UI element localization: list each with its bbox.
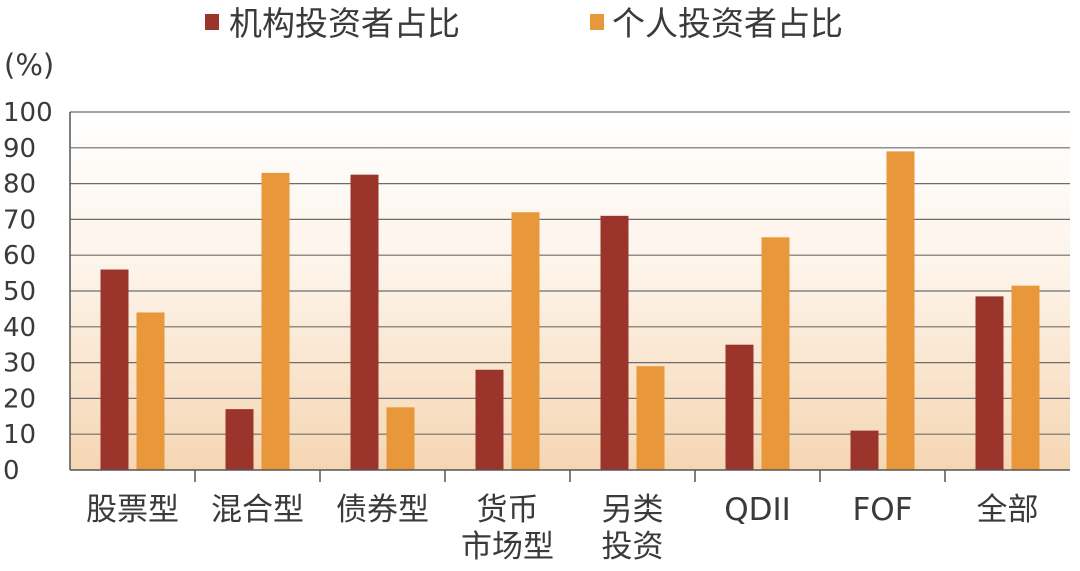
- legend-label-institutional: 机构投资者占比: [229, 4, 460, 43]
- bar-institutional: [725, 344, 754, 470]
- y-tick-label: 20: [3, 384, 36, 414]
- bar-institutional: [100, 269, 129, 470]
- x-tick-label: 债券型: [336, 492, 429, 528]
- legend-item-individual: 个人投资者占比: [590, 4, 843, 43]
- bar-individual: [886, 151, 915, 470]
- bar-institutional: [225, 409, 254, 470]
- y-tick-label: 70: [3, 205, 36, 235]
- y-axis-ticks: 0 10 20 30 40 50 60 70 80 90 100: [3, 98, 53, 486]
- legend: 机构投资者占比 个人投资者占比: [205, 4, 843, 43]
- y-tick-label: 40: [3, 313, 36, 343]
- bar-institutional: [600, 215, 629, 470]
- legend-swatch-institutional: [205, 14, 219, 30]
- x-tick-label: QDII: [724, 492, 791, 528]
- bar-institutional: [850, 430, 879, 470]
- y-tick-label: 90: [3, 134, 36, 164]
- y-tick-label: 30: [3, 349, 36, 379]
- legend-swatch-individual: [590, 14, 604, 30]
- bar-institutional: [975, 296, 1004, 470]
- y-tick-label: 10: [3, 420, 36, 450]
- legend-label-individual: 个人投资者占比: [612, 4, 843, 43]
- y-tick-label: 50: [3, 277, 36, 307]
- bar-individual: [511, 212, 540, 471]
- y-tick-label: 0: [3, 456, 20, 486]
- bar-institutional: [475, 369, 504, 470]
- x-tick-label: 货币市场型: [461, 492, 554, 565]
- bar-individual: [136, 312, 165, 470]
- x-tick-label: 另类投资: [602, 492, 664, 565]
- bar-individual: [1011, 285, 1040, 470]
- bar-institutional: [350, 174, 379, 470]
- y-tick-label: 60: [3, 241, 36, 271]
- x-tick-label: FOF: [852, 492, 912, 528]
- bar-individual: [761, 237, 790, 470]
- y-tick-label: 80: [3, 170, 36, 200]
- x-tick-label: 股票型: [86, 492, 179, 528]
- x-tick-label: 全部: [977, 492, 1039, 528]
- legend-item-institutional: 机构投资者占比: [205, 4, 460, 43]
- y-axis-unit-label: (%): [4, 48, 54, 82]
- y-tick-label: 100: [3, 98, 53, 128]
- bar-individual: [386, 407, 415, 470]
- axes: [69, 112, 1070, 482]
- x-tick-label: 混合型: [211, 492, 304, 528]
- bar-individual: [261, 172, 290, 471]
- bars: [100, 151, 1040, 471]
- bar-individual: [636, 366, 665, 470]
